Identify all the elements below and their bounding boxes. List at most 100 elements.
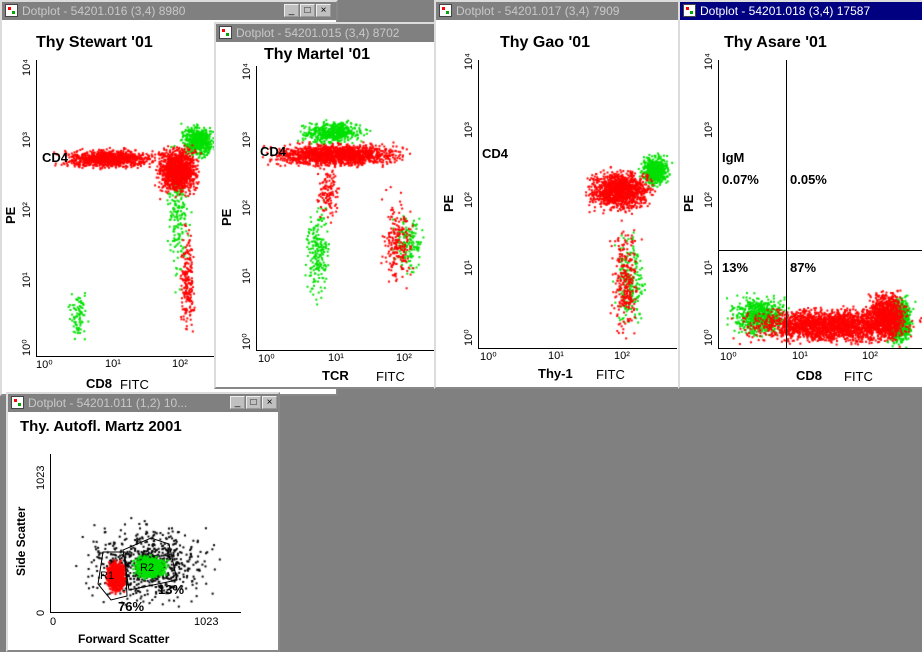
quadrant-line-horizontal[interactable] — [718, 250, 922, 251]
y-axis-label: PE — [681, 194, 696, 212]
x-tick: 10² — [172, 358, 188, 370]
y-tick: 10³ — [703, 122, 715, 138]
x-tick: 10¹ — [328, 352, 344, 364]
window-title: Dotplot - 54201.018 (3,4) 17587 — [700, 4, 871, 18]
y-tick: 10² — [463, 192, 475, 208]
y-tick: 10³ — [241, 132, 253, 148]
plot-title: Thy. Autofl. Martz 2001 — [20, 418, 182, 435]
quadrant-ll-percent: 13% — [722, 260, 749, 275]
y-tick: 10⁰ — [703, 329, 715, 346]
quadrant-ul-percent: 0.07% — [722, 172, 759, 187]
x-axis-label: Forward Scatter — [78, 632, 170, 646]
gate-r2-label: R2 — [140, 562, 155, 574]
y-tick: 10² — [21, 202, 33, 218]
plot-area[interactable] — [718, 60, 922, 349]
x-channel: FITC — [376, 369, 405, 384]
x-tick: 10⁰ — [36, 359, 53, 371]
plot-area[interactable] — [50, 454, 241, 613]
minimize-button[interactable]: _ — [284, 4, 299, 17]
plot-title: Thy Martel '01 — [264, 46, 371, 63]
title-bar[interactable]: Dotplot - 54201.015 (3,4) 8702 — [216, 24, 434, 42]
plot-area[interactable] — [36, 60, 215, 357]
gate-r2 — [122, 537, 178, 591]
y-axis-label: Side Scatter — [14, 506, 28, 576]
x-tick: 1023 — [194, 616, 219, 628]
dotplot-app-icon — [219, 26, 232, 39]
quadrant-lr-percent: 87% — [790, 260, 817, 275]
y-tick: 10⁰ — [241, 333, 253, 350]
minimize-button[interactable]: _ — [230, 396, 245, 409]
y-tick: 10⁴ — [21, 59, 33, 76]
x-tick: 10⁰ — [258, 353, 275, 365]
title-bar[interactable]: Dotplot - 54201.011 (1,2) 10... _ □ × — [8, 394, 278, 412]
marker-label: CD4 — [42, 150, 69, 165]
dotplot-window-autofluorescence[interactable]: Dotplot - 54201.011 (1,2) 10... _ □ × Thy.… — [6, 392, 280, 652]
x-channel: FITC — [120, 377, 149, 392]
y-tick: 10⁴ — [703, 53, 715, 70]
plot-title: Thy Stewart '01 — [36, 34, 153, 51]
window-title: Dotplot - 54201.017 (3,4) 7909 — [456, 4, 620, 18]
gate-r1 — [97, 551, 128, 601]
dotplot-app-icon — [439, 4, 452, 17]
x-tick: 10² — [396, 352, 412, 364]
dotplot-window-martel[interactable]: Dotplot - 54201.015 (3,4) 8702 Thy Marte… — [214, 22, 436, 389]
title-bar[interactable]: Dotplot - 54201.018 (3,4) 17587 — [680, 2, 922, 20]
y-tick: 10⁴ — [463, 53, 475, 70]
x-tick: 10¹ — [792, 350, 808, 362]
plot-title: Thy Gao '01 — [500, 34, 591, 51]
marker-label: IgM — [722, 150, 745, 165]
quadrant-line-vertical[interactable] — [786, 60, 787, 348]
y-axis-label: PE — [441, 194, 456, 212]
y-tick: 10² — [241, 200, 253, 216]
dotplot-app-icon — [5, 4, 18, 17]
maximize-button[interactable]: □ — [300, 4, 315, 17]
maximize-button[interactable]: □ — [246, 396, 261, 409]
y-tick: 10³ — [21, 132, 33, 148]
gate-r1-label: R1 — [100, 570, 115, 582]
y-tick: 10⁰ — [21, 339, 33, 356]
plot-title: Thy Asare '01 — [724, 34, 827, 51]
scatter-dots — [719, 60, 922, 348]
x-channel: FITC — [596, 367, 625, 382]
y-tick: 10¹ — [463, 260, 475, 276]
x-axis-label: Thy-1 — [538, 366, 573, 381]
x-tick: 10² — [614, 350, 630, 362]
plot-area[interactable] — [256, 66, 435, 351]
y-tick: 10³ — [463, 122, 475, 138]
x-channel: FITC — [844, 369, 873, 384]
window-title: Dotplot - 54201.011 (1,2) 10... — [28, 396, 188, 410]
x-tick: 10¹ — [548, 350, 564, 362]
close-button[interactable]: × — [262, 396, 277, 409]
dotplot-app-icon — [683, 4, 696, 17]
dotplot-window-asare[interactable]: Dotplot - 54201.018 (3,4) 17587 Thy Asar… — [678, 0, 922, 389]
y-tick: 10⁴ — [241, 63, 253, 80]
y-tick: 10² — [703, 192, 715, 208]
window-title: Dotplot - 54201.015 (3,4) 8702 — [236, 26, 400, 40]
scatter-dots — [37, 60, 215, 356]
x-tick: 10² — [862, 350, 878, 362]
x-tick: 10⁰ — [480, 351, 497, 363]
close-button[interactable]: × — [316, 4, 331, 17]
gate-r1-percent: 76% — [118, 599, 145, 614]
scatter-dots — [51, 454, 241, 612]
x-axis-label: CD8 — [86, 376, 113, 391]
x-tick: 10⁰ — [720, 351, 737, 363]
dotplot-app-icon — [11, 396, 24, 409]
y-tick: 10¹ — [21, 272, 33, 288]
plot-area[interactable] — [478, 60, 677, 349]
y-axis-label: PE — [219, 208, 234, 226]
y-tick: 10⁰ — [463, 329, 475, 346]
gate-r2-percent: 13% — [158, 582, 185, 597]
gate-polygons[interactable] — [51, 454, 241, 612]
y-axis-label: PE — [3, 206, 18, 224]
title-bar[interactable]: Dotplot - 54201.017 (3,4) 7909 — [436, 2, 678, 20]
x-axis-label: TCR — [322, 368, 349, 383]
scatter-dots — [479, 60, 677, 348]
dotplot-window-gao[interactable]: Dotplot - 54201.017 (3,4) 7909 Thy Gao '… — [434, 0, 680, 389]
scatter-dots — [257, 66, 435, 350]
y-tick: 10¹ — [703, 260, 715, 276]
y-tick: 1023 — [35, 465, 47, 490]
title-bar[interactable]: Dotplot - 54201.016 (3,4) 8980 _ □ × — [2, 2, 336, 20]
y-tick: 10¹ — [241, 268, 253, 284]
x-axis-label: CD8 — [796, 368, 823, 383]
